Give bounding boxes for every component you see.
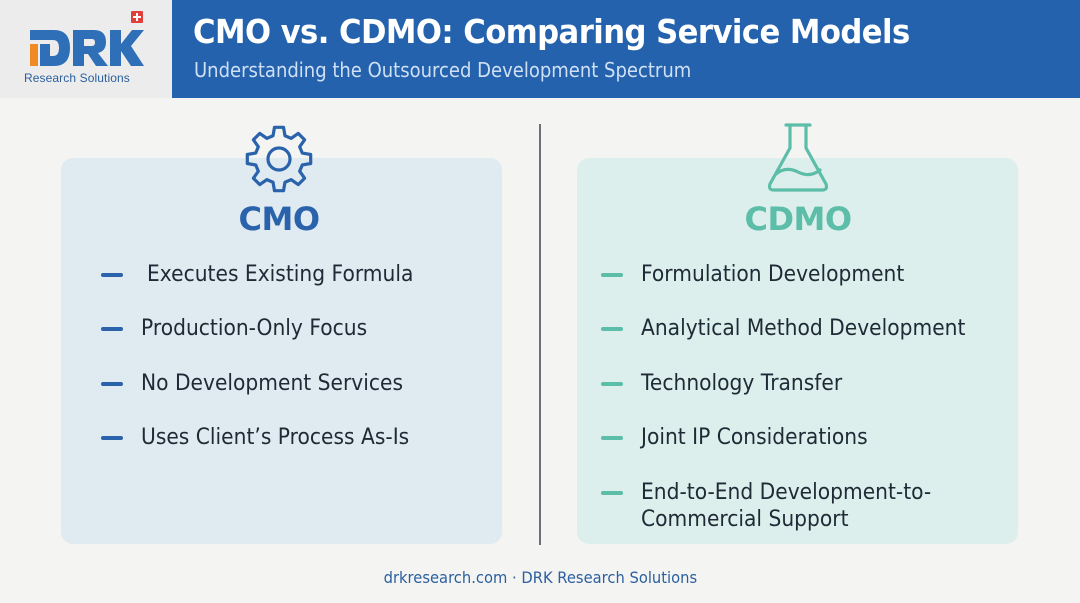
flask-icon — [767, 123, 829, 192]
list-item-text: Uses Client’s Process As-Is — [141, 425, 410, 450]
list-item-text: Commercial Support — [641, 507, 849, 532]
bullet-dash — [101, 382, 123, 386]
bullet-dash — [101, 327, 123, 331]
list-item-text: Formulation Development — [641, 262, 905, 287]
page-subtitle: Understanding the Outsourced Development… — [194, 58, 692, 82]
list-item-text: Executes Existing Formula — [147, 262, 414, 287]
bullet-dash — [601, 436, 623, 440]
footer: drkresearch.com · DRK Research Solutions — [0, 568, 1080, 587]
header-banner — [0, 0, 1080, 98]
list-item-text: No Development Services — [141, 371, 403, 396]
page-title: CMO vs. CDMO: Comparing Service Models — [193, 12, 910, 51]
list-item-text: Technology Transfer — [641, 371, 843, 396]
cdmo-card — [577, 158, 1018, 544]
cdmo-heading: CDMO — [744, 200, 852, 238]
footer-text: drkresearch.com · DRK Research Solutions — [383, 568, 697, 587]
bullet-dash — [601, 382, 623, 386]
bullet-dash — [101, 273, 123, 277]
list-item-text: Analytical Method Development — [641, 316, 966, 341]
list-item-text: End-to-End Development-to- — [641, 480, 932, 505]
gear-icon — [245, 125, 313, 193]
column-divider — [539, 124, 541, 545]
cmo-heading: CMO — [238, 200, 320, 238]
logo-wordmark — [30, 30, 144, 66]
logo: Research Solutions — [0, 0, 172, 98]
bullet-dash — [601, 273, 623, 277]
bullet-dash — [101, 436, 123, 440]
cmo-card — [61, 158, 502, 544]
bullet-dash — [601, 327, 623, 331]
swiss-cross-icon — [131, 11, 143, 23]
list-item-text: Joint IP Considerations — [641, 425, 868, 450]
logo-tagline: Research Solutions — [24, 71, 130, 85]
list-item-text: Production-Only Focus — [141, 316, 368, 341]
bullet-dash — [601, 491, 623, 495]
